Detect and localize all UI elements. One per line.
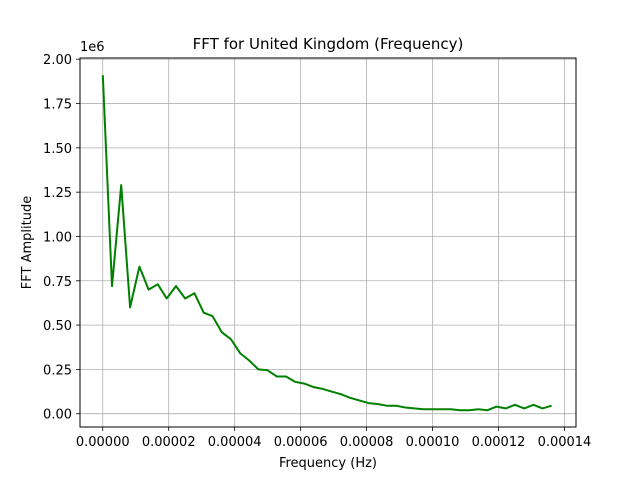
y-tick-label: 1.50: [43, 142, 72, 157]
y-tick-label: 2.00: [43, 53, 72, 68]
y-tick-label: 1.75: [43, 98, 72, 113]
chart-title: FFT for United Kingdom (Frequency): [193, 35, 464, 53]
x-axis: 0.00000 0.00002 0.00004 0.00006 0.00008 0.000…: [76, 427, 591, 450]
x-axis-label: Frequency (Hz): [279, 456, 377, 471]
x-tick-label: 0.00012: [472, 435, 526, 450]
y-offset-label: 1e6: [80, 40, 105, 55]
y-tick-label: 1.25: [43, 186, 72, 201]
axes-frame: [79, 57, 577, 428]
x-tick-label: 0.00010: [406, 435, 460, 450]
y-tick-label: 0.75: [43, 275, 72, 290]
x-tick-label: 0.00002: [142, 435, 196, 450]
x-tick-label: 0.00004: [208, 435, 262, 450]
y-tick-label: 1.00: [43, 230, 72, 245]
y-tick-label: 0.00: [43, 408, 72, 423]
grid-lines: [80, 58, 576, 427]
y-tick-label: 0.50: [43, 319, 72, 334]
series-line: [101, 75, 552, 412]
y-axis: 0.00 0.25 0.50 0.75 1.00 1.25 1.50 1.75 2.00: [43, 53, 80, 423]
x-tick-label: 0.00000: [76, 435, 130, 450]
x-tick-label: 0.00008: [340, 435, 394, 450]
x-tick-label: 0.00014: [538, 435, 592, 450]
plot-area: [101, 75, 552, 412]
x-tick-label: 0.00006: [274, 435, 328, 450]
y-tick-label: 0.25: [43, 363, 72, 378]
y-axis-label: FFT Amplitude: [20, 196, 35, 289]
